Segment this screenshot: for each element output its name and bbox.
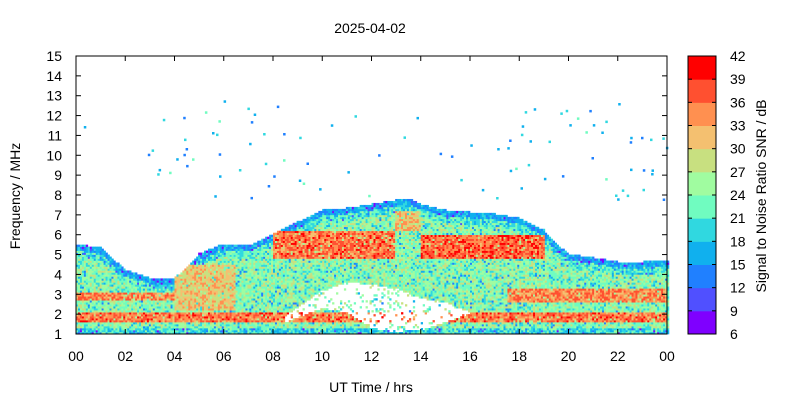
colorbar-tick-label: 30 — [730, 141, 746, 157]
colorbar-tick-label: 6 — [730, 326, 738, 342]
y-tick-label: 3 — [54, 286, 62, 302]
x-tick-label: 10 — [314, 348, 330, 364]
y-tick-label: 8 — [54, 187, 62, 203]
y-tick-label: 7 — [54, 207, 62, 223]
colorbar-label: Signal to Noise Ratio SNR / dB — [753, 100, 769, 293]
colorbar-segment — [688, 287, 716, 312]
colorbar-tick-label: 12 — [730, 280, 746, 296]
colorbar-tick-label: 24 — [730, 187, 746, 203]
colorbar-segment — [688, 264, 716, 289]
x-tick-label: 04 — [167, 348, 183, 364]
y-tick-label: 1 — [54, 326, 62, 342]
x-tick-label: 06 — [216, 348, 232, 364]
colorbar-tick-label: 21 — [730, 210, 746, 226]
x-tick-label: 08 — [265, 348, 281, 364]
colorbar-segment — [688, 79, 716, 103]
colorbar-segment — [688, 56, 716, 80]
x-tick-label: 18 — [511, 348, 527, 364]
colorbar-segment — [688, 310, 716, 335]
chart-title: 2025-04-02 — [334, 20, 406, 36]
y-tick-label: 12 — [46, 108, 62, 124]
x-tick-label: 16 — [462, 348, 478, 364]
colorbar-tick-label: 39 — [730, 71, 746, 87]
x-tick-label: 22 — [610, 348, 626, 364]
colorbar-tick-label: 15 — [730, 257, 746, 273]
heatmap-area — [76, 100, 670, 335]
y-tick-label: 13 — [46, 88, 62, 104]
colorbar-tick-label: 18 — [730, 233, 746, 249]
colorbar-segment — [688, 241, 716, 265]
colorbar-segment — [688, 171, 716, 196]
y-tick-label: 5 — [54, 247, 62, 263]
x-tick-label: 02 — [117, 348, 133, 364]
y-tick-label: 6 — [54, 227, 62, 243]
colorbar-tick-label: 36 — [730, 94, 746, 110]
x-tick-label: 00 — [659, 348, 675, 364]
colorbar-segment — [688, 148, 716, 173]
colorbar-segment — [688, 102, 716, 126]
y-tick-label: 9 — [54, 167, 62, 183]
colorbar-segment — [688, 218, 716, 242]
x-tick-label: 20 — [561, 348, 577, 364]
x-tick-label: 12 — [364, 348, 380, 364]
colorbar-segment — [688, 195, 716, 219]
colorbar-tick-label: 9 — [730, 303, 738, 319]
colorbar-tick-label: 33 — [730, 118, 746, 134]
y-axis-label: Frequency / MHz — [7, 143, 23, 250]
y-tick-label: 4 — [54, 266, 62, 282]
colorbar: 42 39 36 33 30 27 24 21 18 15 12 9 6 — [687, 48, 746, 342]
x-tick-label: 14 — [413, 348, 429, 364]
y-tick-label: 14 — [46, 68, 62, 84]
y-tick-label: 15 — [46, 48, 62, 64]
colorbar-tick-label: 42 — [730, 48, 746, 64]
y-tick-label: 11 — [47, 127, 62, 143]
y-tick-label: 10 — [46, 147, 62, 163]
colorbar-segment — [688, 125, 716, 150]
colorbar-tick-label: 27 — [730, 164, 746, 180]
x-axis-label: UT Time / hrs — [329, 379, 413, 395]
y-tick-label: 2 — [54, 306, 62, 322]
x-axis: 00 02 04 06 08 10 12 14 16 18 20 22 00 — [68, 56, 675, 364]
x-tick-label: 00 — [68, 348, 84, 364]
